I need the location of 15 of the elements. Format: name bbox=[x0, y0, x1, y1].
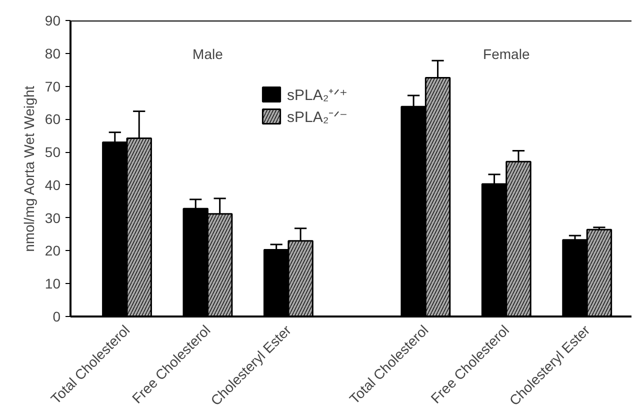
legend-label: sPLA₂⁺ᐟ⁺ bbox=[287, 86, 348, 104]
annotation: Male bbox=[192, 46, 224, 62]
y-tick-label: 70 bbox=[44, 78, 61, 94]
y-tick-label: 30 bbox=[44, 210, 61, 226]
y-axis-title: nmol/mg Aorta Wet Weight bbox=[20, 86, 37, 252]
y-tick-label: 10 bbox=[44, 276, 61, 292]
y-tick-label: 60 bbox=[44, 111, 61, 128]
y-tick-label: 20 bbox=[44, 242, 61, 259]
y-tick-label: 50 bbox=[44, 144, 61, 160]
legend-label: sPLA₂⁻ᐟ⁻ bbox=[287, 108, 348, 126]
y-tick-label: 80 bbox=[44, 45, 61, 62]
y-tick-label: 40 bbox=[44, 176, 61, 193]
annotation: Female bbox=[483, 46, 530, 62]
y-tick-label: 0 bbox=[52, 308, 61, 324]
y-tick-label: 90 bbox=[44, 12, 61, 28]
